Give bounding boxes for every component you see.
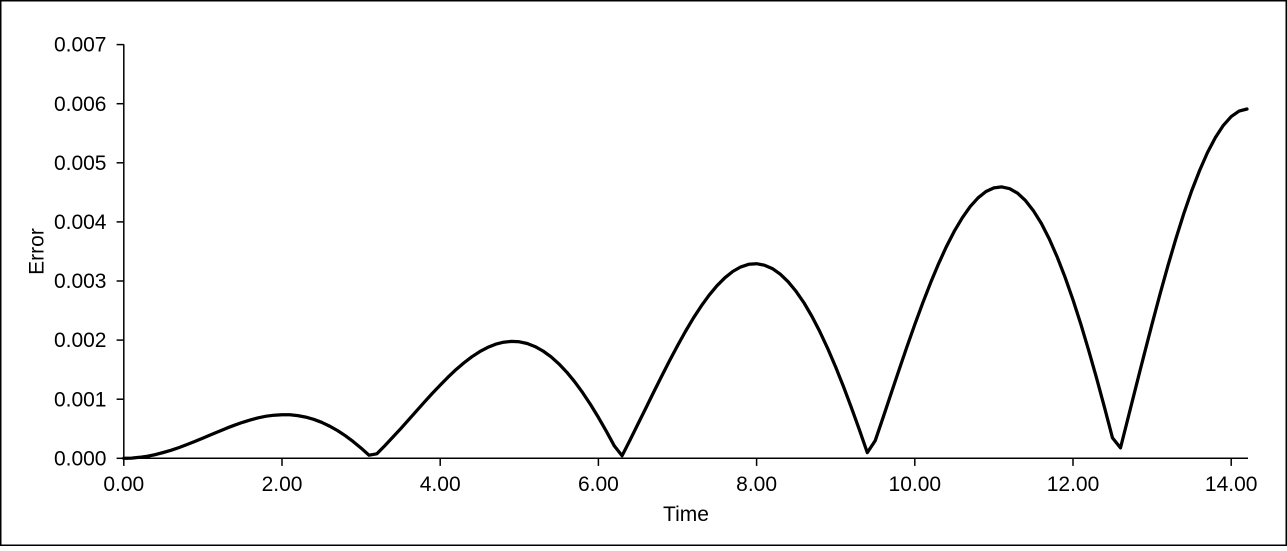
svg-text:4.00: 4.00 — [420, 473, 461, 496]
svg-text:0.007: 0.007 — [54, 34, 107, 57]
svg-text:14.00: 14.00 — [1205, 473, 1258, 496]
svg-text:0.004: 0.004 — [54, 211, 107, 234]
svg-text:0.006: 0.006 — [54, 93, 107, 116]
svg-text:0.000: 0.000 — [54, 447, 107, 470]
svg-text:0.003: 0.003 — [54, 270, 107, 293]
svg-text:2.00: 2.00 — [262, 473, 303, 496]
svg-text:0.005: 0.005 — [54, 152, 107, 175]
svg-text:0.00: 0.00 — [103, 473, 144, 496]
svg-text:Time: Time — [663, 503, 709, 526]
svg-text:0.002: 0.002 — [54, 329, 107, 352]
svg-text:8.00: 8.00 — [736, 473, 777, 496]
svg-text:0.001: 0.001 — [54, 388, 107, 411]
svg-text:6.00: 6.00 — [578, 473, 619, 496]
svg-text:10.00: 10.00 — [889, 473, 942, 496]
svg-text:Error: Error — [26, 228, 49, 275]
svg-text:12.00: 12.00 — [1047, 473, 1100, 496]
